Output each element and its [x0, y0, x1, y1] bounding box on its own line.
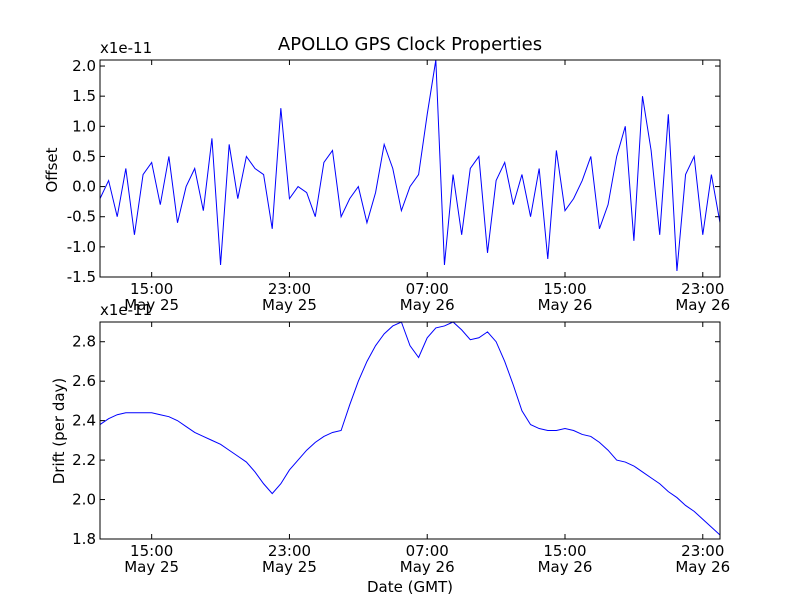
- drift-xtick-date-label: May 26: [400, 558, 455, 576]
- offset-xtick-time-label: 23:00: [681, 280, 724, 298]
- drift-xtick-time-label: 15:00: [130, 542, 173, 560]
- drift-ytick-label: 1.8: [72, 530, 96, 548]
- offset-ytick-label: 0.5: [72, 147, 96, 165]
- drift-xtick-date-label: May 25: [262, 558, 317, 576]
- drift-xtick-date-label: May 25: [124, 558, 179, 576]
- drift-ytick-label: 2.0: [72, 491, 96, 509]
- offset-ytick-label: 0.0: [72, 178, 96, 196]
- drift-xtick-time-label: 23:00: [268, 542, 311, 560]
- x-axis-label: Date (GMT): [367, 578, 453, 596]
- offset-xtick-date-label: May 25: [262, 296, 317, 314]
- drift-xtick-date-label: May 26: [538, 558, 593, 576]
- drift-ytick-label: 2.6: [72, 372, 96, 390]
- drift-xtick-time-label: 07:00: [406, 542, 449, 560]
- drift-series-line: [99, 321, 721, 536]
- drift-plot-frame: [99, 321, 721, 540]
- offset-xtick-date-label: May 26: [538, 296, 593, 314]
- offset-xtick-time-label: 07:00: [406, 280, 449, 298]
- offset-series-line: [99, 59, 721, 272]
- drift-ytick-label: 2.4: [72, 412, 96, 430]
- offset-y-ticks: -1.5 -1.0 -0.5 0.0 0.5 1.0 1.5 2.0: [67, 57, 720, 286]
- offset-ytick-label: -0.5: [67, 208, 96, 226]
- offset-xtick-time-label: 15:00: [543, 280, 586, 298]
- offset-plot-frame: [99, 59, 721, 278]
- offset-xtick-date-label: May 26: [675, 296, 730, 314]
- offset-y-axis-label: Offset: [43, 147, 61, 192]
- drift-panel: x1e-11 Drift (per day) Date (GMT) 1.8 2.0…: [50, 301, 730, 596]
- drift-ytick-label: 2.8: [72, 333, 96, 351]
- offset-ytick-label: 1.0: [72, 117, 96, 135]
- drift-y-ticks: 1.8 2.0 2.2 2.4 2.6 2.8: [72, 333, 720, 548]
- drift-ytick-label: 2.2: [72, 451, 96, 469]
- drift-xtick-time-label: 23:00: [681, 542, 724, 560]
- offset-xtick-time-label: 15:00: [130, 280, 173, 298]
- offset-ytick-label: -1.5: [67, 268, 96, 286]
- drift-xtick-time-label: 15:00: [543, 542, 586, 560]
- offset-scale-label: x1e-11: [100, 39, 152, 57]
- chart-title: APOLLO GPS Clock Properties: [278, 34, 542, 55]
- offset-ytick-label: -1.0: [67, 238, 96, 256]
- offset-ytick-label: 2.0: [72, 57, 96, 75]
- drift-xtick-date-label: May 26: [675, 558, 730, 576]
- offset-xtick-date-label: May 26: [400, 296, 455, 314]
- drift-scale-label: x1e-11: [100, 301, 152, 319]
- offset-xtick-date-label: May 25: [124, 296, 179, 314]
- offset-ytick-label: 1.5: [72, 87, 96, 105]
- offset-panel: APOLLO GPS Clock Properties x1e-11 Offse…: [43, 34, 730, 314]
- drift-y-axis-label: Drift (per day): [50, 378, 68, 485]
- offset-xtick-time-label: 23:00: [268, 280, 311, 298]
